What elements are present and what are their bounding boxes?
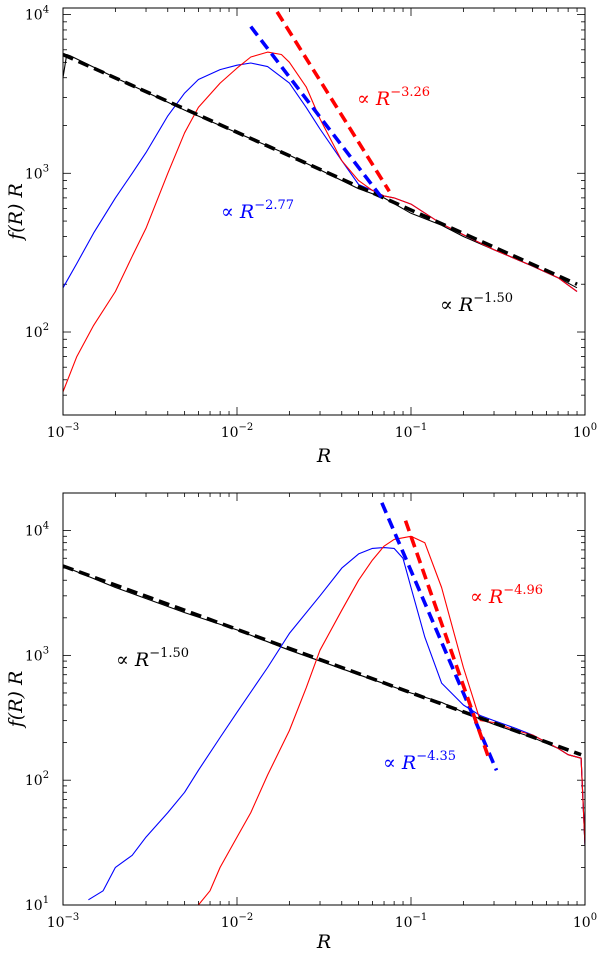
x-tick-base: 10 <box>395 425 413 441</box>
x-tick-label: 10−3 <box>47 912 80 931</box>
annotation-prefix: ∝ <box>440 294 459 316</box>
x-axis-label: R <box>316 931 331 953</box>
x-tick-base: 10 <box>221 915 239 931</box>
plot-area <box>63 502 585 905</box>
x-axis-label: R <box>316 445 331 467</box>
y-tick-label: 104 <box>25 521 49 540</box>
series-line-red <box>63 51 578 393</box>
x-tick-label: 100 <box>573 422 597 441</box>
annotation-exp: −1.50 <box>149 646 189 661</box>
fit-annotation: ∝ R−4.96 <box>470 583 543 608</box>
y-tick-base: 10 <box>25 773 43 789</box>
fit-annotation: ∝ R−3.26 <box>357 85 430 110</box>
axes-frame <box>62 492 586 906</box>
x-tick-base: 10 <box>47 425 65 441</box>
x-tick-label: 10−2 <box>221 422 254 441</box>
y-tick-exp: 1 <box>43 895 49 906</box>
annotation-exp: −4.96 <box>503 583 543 598</box>
fit-line-red-fit <box>403 520 491 759</box>
x-tick-exp: 0 <box>591 912 597 923</box>
series-line-blue <box>88 547 585 901</box>
y-tick-label: 103 <box>25 645 49 664</box>
y-tick-exp: 4 <box>43 521 49 532</box>
fit-line-black-fit <box>63 52 578 286</box>
x-tick-exp: −2 <box>239 422 254 433</box>
x-tick-exp: −2 <box>239 912 254 923</box>
x-tick-exp: −1 <box>413 912 428 923</box>
annotation-prefix: ∝ <box>383 752 402 774</box>
x-tick-base: 10 <box>573 425 591 441</box>
x-tick-base: 10 <box>221 425 239 441</box>
axes-frame <box>62 7 586 416</box>
y-tick-exp: 3 <box>43 645 49 656</box>
y-tick-label: 103 <box>25 163 49 182</box>
x-tick-base: 10 <box>47 915 65 931</box>
annotation-prefix: ∝ <box>221 201 240 223</box>
y-tick-exp: 3 <box>43 163 49 174</box>
series-line-blue <box>63 62 578 292</box>
x-tick-exp: −3 <box>65 912 80 923</box>
plot-area <box>63 10 578 393</box>
annotation-var: R <box>458 294 473 316</box>
annotation-prefix: ∝ <box>357 88 376 110</box>
x-tick-label: 10−2 <box>221 912 254 931</box>
fit-line-blue-fit <box>380 502 499 772</box>
y-axis-label: f(R) R <box>5 183 27 242</box>
x-tick-exp: −3 <box>65 422 80 433</box>
y-tick-base: 10 <box>25 8 43 24</box>
annotation-prefix: ∝ <box>470 586 489 608</box>
annotation-exp: −3.26 <box>390 85 430 100</box>
y-axis-label: f(R) R <box>5 671 27 730</box>
x-tick-base: 10 <box>395 915 413 931</box>
y-tick-base: 10 <box>25 524 43 540</box>
y-tick-exp: 4 <box>43 5 49 16</box>
annotation-var: R <box>488 586 503 608</box>
annotation-var: R <box>375 88 390 110</box>
fit-annotation: ∝ R−1.50 <box>440 291 513 316</box>
annotation-prefix: ∝ <box>116 649 135 671</box>
x-tick-label: 100 <box>573 912 597 931</box>
y-tick-exp: 2 <box>43 770 49 781</box>
y-tick-base: 10 <box>25 325 43 341</box>
fit-annotation: ∝ R−2.77 <box>221 198 294 223</box>
y-tick-base: 10 <box>25 166 43 182</box>
y-tick-label: 102 <box>25 322 49 341</box>
annotation-var: R <box>401 752 416 774</box>
x-tick-label: 10−1 <box>395 422 428 441</box>
fit-line-blue-fit <box>249 25 384 199</box>
fit-annotation: ∝ R−4.35 <box>383 749 456 774</box>
y-tick-label: 102 <box>25 770 49 789</box>
fit-line-red-fit <box>275 10 391 193</box>
x-tick-label: 10−3 <box>47 422 80 441</box>
annotation-var: R <box>239 201 254 223</box>
y-tick-exp: 2 <box>43 322 49 333</box>
x-tick-exp: 0 <box>591 422 597 433</box>
fit-annotation: ∝ R−1.50 <box>116 646 189 671</box>
y-tick-label: 104 <box>25 5 49 24</box>
annotation-exp: −1.50 <box>473 291 513 306</box>
series-line-black <box>63 565 585 846</box>
annotation-var: R <box>134 649 149 671</box>
x-tick-base: 10 <box>573 915 591 931</box>
y-tick-base: 10 <box>25 898 43 914</box>
annotation-exp: −2.77 <box>254 198 294 213</box>
x-tick-exp: −1 <box>413 422 428 433</box>
x-tick-label: 10−1 <box>395 912 428 931</box>
annotation-exp: −4.35 <box>416 749 456 764</box>
y-tick-base: 10 <box>25 648 43 664</box>
y-tick-label: 101 <box>25 895 49 914</box>
fit-line-black-fit <box>63 564 582 757</box>
